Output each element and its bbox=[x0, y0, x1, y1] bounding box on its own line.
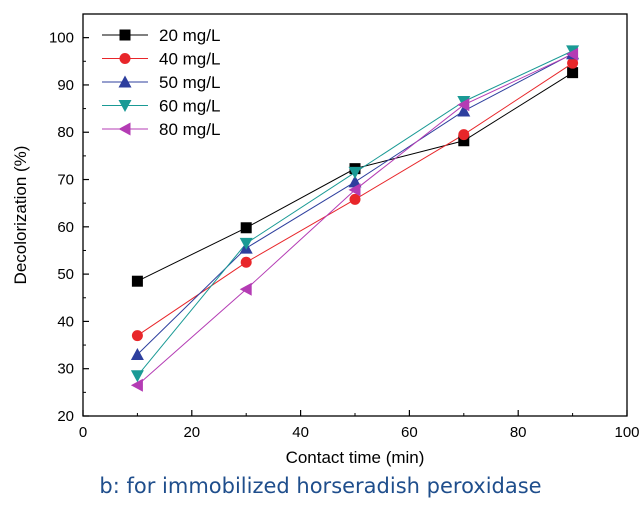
data-point-series-4 bbox=[348, 183, 361, 197]
legend-marker-2 bbox=[118, 75, 132, 88]
y-tick-label: 50 bbox=[57, 266, 74, 283]
x-axis-label: Contact time (min) bbox=[286, 448, 425, 467]
data-point-series-0 bbox=[458, 135, 470, 147]
legend-marker-0 bbox=[119, 29, 131, 41]
legend-marker-3 bbox=[118, 100, 132, 112]
data-point-series-1 bbox=[240, 256, 252, 268]
data-point-series-4 bbox=[566, 47, 579, 61]
data-point-series-3 bbox=[130, 370, 144, 383]
legend-label-4: 80 mg/L bbox=[159, 120, 220, 139]
legend-label-1: 40 mg/L bbox=[159, 50, 220, 69]
x-tick-label: 20 bbox=[183, 424, 200, 441]
data-point-series-4 bbox=[130, 378, 143, 392]
x-tick-label: 0 bbox=[79, 424, 87, 441]
data-point-series-0 bbox=[240, 222, 252, 234]
data-point-series-1 bbox=[567, 57, 579, 69]
line-chart: 0 20 40 60 80 100 20 30 40 50 60 70 80 90 100 Contact t… bbox=[11, 13, 640, 467]
y-tick-label: 30 bbox=[57, 361, 74, 378]
legend-marker-1 bbox=[119, 53, 131, 64]
data-point-series-2 bbox=[457, 104, 471, 117]
data-point-series-0 bbox=[567, 67, 579, 79]
data-point-series-4 bbox=[239, 282, 252, 296]
x-tick-label: 40 bbox=[292, 424, 309, 441]
data-point-series-2 bbox=[348, 175, 362, 188]
y-axis-label: Decolorization (%) bbox=[11, 146, 30, 285]
data-point-series-2 bbox=[130, 348, 144, 361]
data-point-series-1 bbox=[349, 193, 361, 205]
x-tick-label: 100 bbox=[614, 424, 639, 441]
x-tick-label: 80 bbox=[510, 424, 527, 441]
y-tick-label: 100 bbox=[49, 30, 74, 47]
y-tick-label: 60 bbox=[57, 219, 74, 236]
legend-label-2: 50 mg/L bbox=[159, 73, 220, 92]
x-tick-label: 60 bbox=[401, 424, 418, 441]
legend-label-3: 60 mg/L bbox=[159, 97, 220, 116]
data-point-series-3 bbox=[239, 237, 253, 250]
y-tick-label: 20 bbox=[57, 408, 74, 425]
y-tick-label: 70 bbox=[57, 172, 74, 189]
data-point-series-4 bbox=[457, 98, 470, 112]
y-tick-label: 80 bbox=[57, 124, 74, 141]
data-point-series-3 bbox=[348, 166, 362, 179]
data-point-series-1 bbox=[458, 129, 470, 141]
data-point-series-1 bbox=[131, 330, 143, 342]
legend-label-0: 20 mg/L bbox=[159, 26, 220, 45]
y-tick-label: 40 bbox=[57, 313, 74, 330]
figure-caption: b: for immobilized horseradish peroxidas… bbox=[99, 474, 542, 498]
legend-marker-4 bbox=[118, 122, 131, 136]
data-point-series-0 bbox=[131, 275, 143, 287]
y-tick-label: 90 bbox=[57, 77, 74, 94]
